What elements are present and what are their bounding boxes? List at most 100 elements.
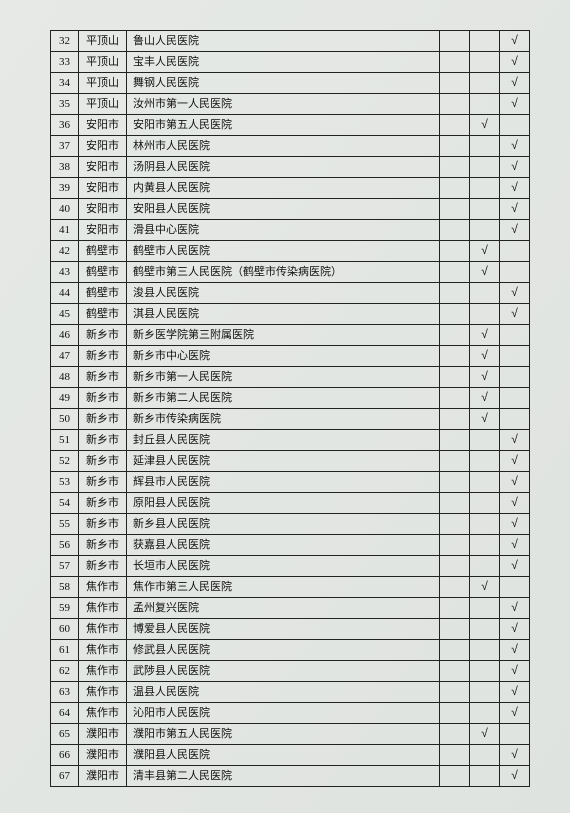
city-cell: 安阳市 <box>79 220 127 241</box>
row-number: 35 <box>51 94 79 115</box>
hospital-cell: 辉县市人民医院 <box>127 472 440 493</box>
check-col-6: √ <box>500 535 530 556</box>
check-col-5 <box>470 94 500 115</box>
hospital-cell: 濮阳市第五人民医院 <box>127 724 440 745</box>
check-col-4 <box>440 703 470 724</box>
check-col-5 <box>470 157 500 178</box>
document-page: 32平顶山鲁山人民医院√33平顶山宝丰人民医院√34平顶山舞钢人民医院√35平顶… <box>0 0 570 813</box>
check-col-4 <box>440 766 470 787</box>
check-col-6 <box>500 325 530 346</box>
check-col-4 <box>440 661 470 682</box>
city-cell: 平顶山 <box>79 52 127 73</box>
check-col-4 <box>440 304 470 325</box>
check-col-5: √ <box>470 241 500 262</box>
check-col-6: √ <box>500 304 530 325</box>
hospital-cell: 长垣市人民医院 <box>127 556 440 577</box>
table-row: 50新乡市新乡市传染病医院√ <box>51 409 530 430</box>
check-col-5: √ <box>470 115 500 136</box>
table-row: 33平顶山宝丰人民医院√ <box>51 52 530 73</box>
table-row: 66濮阳市濮阳县人民医院√ <box>51 745 530 766</box>
check-col-4 <box>440 619 470 640</box>
city-cell: 焦作市 <box>79 640 127 661</box>
table-row: 48新乡市新乡市第一人民医院√ <box>51 367 530 388</box>
check-col-5: √ <box>470 724 500 745</box>
table-row: 56新乡市获嘉县人民医院√ <box>51 535 530 556</box>
check-col-5 <box>470 31 500 52</box>
city-cell: 安阳市 <box>79 115 127 136</box>
check-col-6: √ <box>500 220 530 241</box>
check-col-6: √ <box>500 430 530 451</box>
check-col-6: √ <box>500 556 530 577</box>
table-row: 61焦作市修武县人民医院√ <box>51 640 530 661</box>
hospital-cell: 获嘉县人民医院 <box>127 535 440 556</box>
hospital-table: 32平顶山鲁山人民医院√33平顶山宝丰人民医院√34平顶山舞钢人民医院√35平顶… <box>50 30 530 787</box>
check-col-5: √ <box>470 262 500 283</box>
row-number: 33 <box>51 52 79 73</box>
city-cell: 焦作市 <box>79 703 127 724</box>
check-col-5 <box>470 598 500 619</box>
hospital-cell: 延津县人民医院 <box>127 451 440 472</box>
row-number: 39 <box>51 178 79 199</box>
check-col-5 <box>470 136 500 157</box>
table-row: 36安阳市安阳市第五人民医院√ <box>51 115 530 136</box>
table-row: 57新乡市长垣市人民医院√ <box>51 556 530 577</box>
city-cell: 新乡市 <box>79 367 127 388</box>
city-cell: 濮阳市 <box>79 745 127 766</box>
table-row: 47新乡市新乡市中心医院√ <box>51 346 530 367</box>
check-col-6: √ <box>500 640 530 661</box>
row-number: 58 <box>51 577 79 598</box>
table-row: 54新乡市原阳县人民医院√ <box>51 493 530 514</box>
table-row: 65濮阳市濮阳市第五人民医院√ <box>51 724 530 745</box>
check-col-4 <box>440 346 470 367</box>
table-row: 53新乡市辉县市人民医院√ <box>51 472 530 493</box>
row-number: 52 <box>51 451 79 472</box>
hospital-cell: 濮阳县人民医院 <box>127 745 440 766</box>
check-col-6 <box>500 388 530 409</box>
row-number: 66 <box>51 745 79 766</box>
check-col-5 <box>470 178 500 199</box>
check-col-4 <box>440 556 470 577</box>
city-cell: 安阳市 <box>79 136 127 157</box>
check-col-4 <box>440 430 470 451</box>
check-col-5 <box>470 514 500 535</box>
check-col-4 <box>440 409 470 430</box>
check-col-5: √ <box>470 346 500 367</box>
check-col-6: √ <box>500 493 530 514</box>
check-col-5: √ <box>470 409 500 430</box>
row-number: 60 <box>51 619 79 640</box>
check-col-4 <box>440 682 470 703</box>
row-number: 54 <box>51 493 79 514</box>
check-col-4 <box>440 283 470 304</box>
check-col-6 <box>500 577 530 598</box>
check-col-4 <box>440 451 470 472</box>
city-cell: 濮阳市 <box>79 766 127 787</box>
table-row: 45鹤壁市淇县人民医院√ <box>51 304 530 325</box>
table-row: 43鹤壁市鹤壁市第三人民医院（鹤壁市传染病医院）√ <box>51 262 530 283</box>
city-cell: 焦作市 <box>79 661 127 682</box>
row-number: 53 <box>51 472 79 493</box>
check-col-6: √ <box>500 157 530 178</box>
row-number: 46 <box>51 325 79 346</box>
hospital-cell: 沁阳市人民医院 <box>127 703 440 724</box>
city-cell: 安阳市 <box>79 157 127 178</box>
hospital-cell: 新乡市第一人民医院 <box>127 367 440 388</box>
check-col-5 <box>470 682 500 703</box>
row-number: 67 <box>51 766 79 787</box>
hospital-cell: 温县人民医院 <box>127 682 440 703</box>
city-cell: 新乡市 <box>79 535 127 556</box>
check-col-6: √ <box>500 514 530 535</box>
check-col-4 <box>440 745 470 766</box>
check-col-5 <box>470 52 500 73</box>
check-col-6: √ <box>500 283 530 304</box>
row-number: 57 <box>51 556 79 577</box>
row-number: 55 <box>51 514 79 535</box>
table-row: 52新乡市延津县人民医院√ <box>51 451 530 472</box>
hospital-cell: 新乡医学院第三附属医院 <box>127 325 440 346</box>
check-col-5 <box>470 703 500 724</box>
check-col-4 <box>440 514 470 535</box>
city-cell: 新乡市 <box>79 493 127 514</box>
city-cell: 平顶山 <box>79 94 127 115</box>
row-number: 48 <box>51 367 79 388</box>
check-col-6: √ <box>500 52 530 73</box>
hospital-cell: 清丰县第二人民医院 <box>127 766 440 787</box>
